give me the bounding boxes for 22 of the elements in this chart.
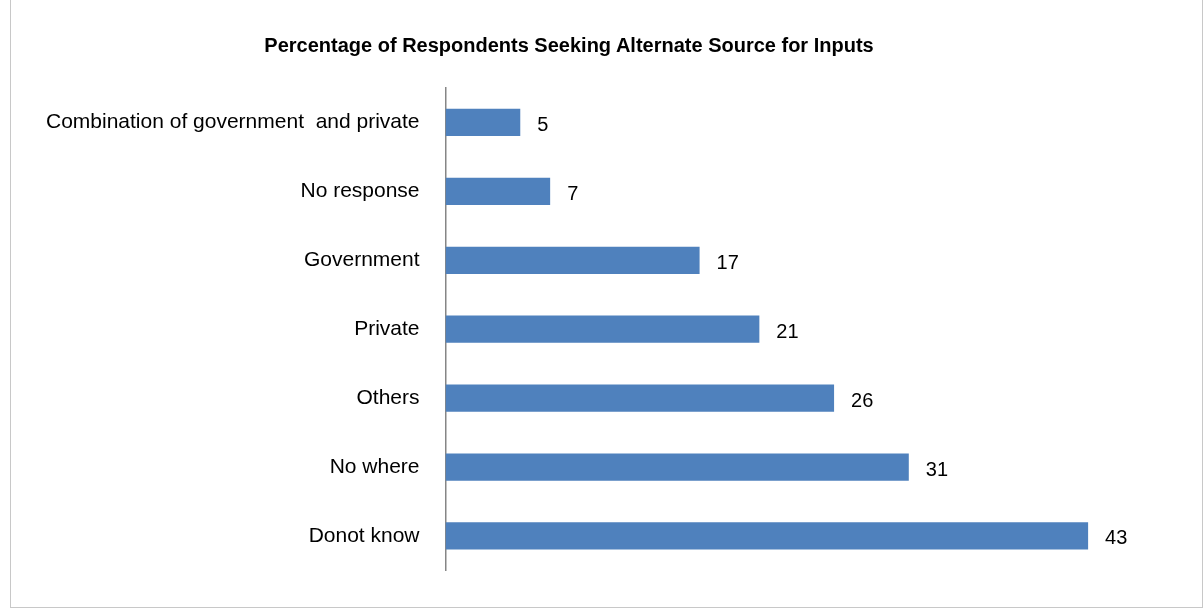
bar <box>445 108 521 137</box>
data-label: 26 <box>851 388 874 411</box>
data-label: 43 <box>1105 526 1128 549</box>
data-label: 17 <box>716 250 739 273</box>
data-label: 7 <box>567 181 579 204</box>
bar <box>445 177 551 206</box>
bar <box>445 522 1089 550</box>
bar <box>445 315 760 343</box>
chart-title: Percentage of Respondents Seeking Alternate Source for Inputs <box>264 33 874 56</box>
bar <box>445 246 700 274</box>
bar <box>445 453 909 481</box>
y-tick-label: No where <box>329 453 420 477</box>
y-tick-label: Combination of government and private <box>45 109 420 133</box>
y-tick-label: Government <box>303 247 420 271</box>
data-label: 21 <box>776 319 799 342</box>
y-tick-label: Donot know <box>308 522 421 546</box>
data-label: 31 <box>925 457 949 480</box>
y-tick-label: Private <box>354 316 420 339</box>
bar <box>445 384 835 412</box>
data-label: 5 <box>537 112 549 135</box>
y-tick-label: No response <box>300 178 420 202</box>
y-tick-label: Others <box>356 384 420 408</box>
